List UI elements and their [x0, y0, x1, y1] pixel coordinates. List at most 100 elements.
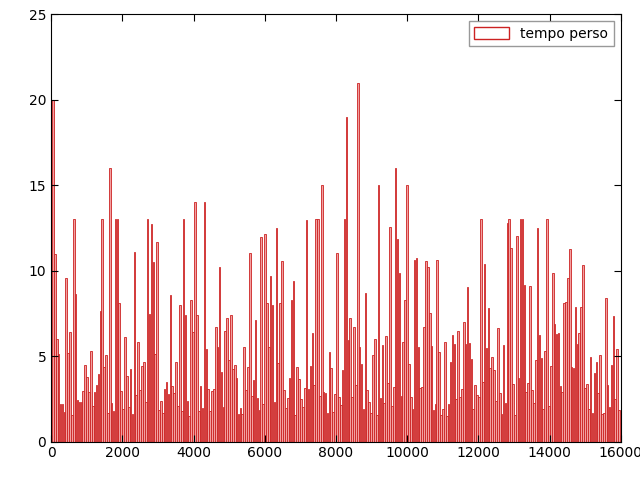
- Bar: [340, 405, 342, 442]
- Bar: [73, 219, 75, 442]
- Bar: [342, 370, 344, 442]
- Bar: [391, 406, 393, 442]
- Bar: [310, 366, 311, 442]
- Bar: [225, 331, 226, 442]
- Bar: [370, 413, 372, 442]
- Bar: [92, 406, 93, 442]
- Bar: [561, 392, 563, 442]
- Bar: [385, 336, 387, 442]
- Bar: [417, 348, 419, 442]
- Bar: [204, 203, 205, 442]
- Bar: [478, 397, 480, 442]
- Bar: [547, 219, 548, 442]
- Bar: [324, 393, 326, 442]
- Bar: [512, 384, 514, 442]
- Bar: [270, 276, 271, 442]
- Bar: [412, 409, 413, 442]
- Bar: [316, 219, 317, 442]
- Bar: [223, 407, 224, 442]
- Bar: [480, 219, 482, 442]
- Bar: [590, 357, 591, 442]
- Bar: [470, 359, 472, 442]
- Bar: [58, 354, 60, 442]
- Bar: [304, 388, 305, 442]
- Bar: [486, 348, 487, 442]
- Bar: [363, 409, 364, 442]
- Bar: [531, 390, 532, 442]
- Bar: [143, 362, 145, 442]
- Bar: [381, 345, 383, 442]
- Bar: [276, 228, 277, 442]
- Bar: [429, 312, 431, 442]
- Bar: [444, 342, 445, 442]
- Bar: [442, 408, 444, 442]
- Bar: [257, 398, 258, 442]
- Bar: [298, 379, 300, 442]
- Bar: [205, 349, 207, 442]
- Bar: [403, 342, 404, 442]
- Bar: [278, 363, 279, 442]
- Bar: [75, 294, 77, 442]
- Bar: [459, 397, 461, 442]
- Bar: [357, 83, 358, 442]
- Bar: [230, 315, 232, 442]
- Bar: [285, 408, 287, 442]
- Bar: [452, 336, 453, 442]
- Bar: [124, 337, 125, 442]
- Bar: [134, 252, 135, 442]
- Bar: [541, 358, 542, 442]
- Bar: [503, 345, 504, 442]
- Bar: [63, 412, 65, 442]
- Bar: [395, 168, 396, 442]
- Bar: [359, 348, 360, 442]
- Bar: [501, 414, 502, 442]
- Bar: [111, 403, 113, 442]
- Bar: [255, 320, 257, 442]
- Bar: [317, 219, 319, 442]
- Bar: [88, 393, 90, 442]
- Bar: [209, 411, 211, 442]
- Bar: [527, 383, 529, 442]
- Bar: [281, 261, 283, 442]
- Bar: [355, 384, 356, 442]
- Bar: [408, 364, 410, 442]
- Bar: [565, 302, 567, 442]
- Bar: [287, 398, 289, 442]
- Bar: [410, 397, 412, 442]
- Bar: [524, 285, 525, 442]
- Bar: [179, 305, 180, 442]
- Bar: [122, 409, 124, 442]
- Bar: [336, 252, 338, 442]
- Bar: [60, 404, 61, 442]
- Bar: [436, 260, 438, 442]
- Bar: [54, 253, 56, 442]
- Bar: [202, 408, 204, 442]
- Bar: [399, 273, 400, 442]
- Bar: [77, 400, 78, 442]
- Bar: [183, 219, 184, 442]
- Bar: [484, 264, 485, 442]
- Bar: [605, 298, 607, 442]
- Bar: [219, 267, 220, 442]
- Bar: [365, 293, 366, 442]
- Bar: [103, 367, 105, 442]
- Bar: [190, 300, 192, 442]
- Bar: [556, 335, 557, 442]
- Bar: [291, 300, 292, 442]
- Bar: [86, 377, 88, 442]
- Bar: [338, 397, 340, 442]
- Bar: [141, 366, 143, 442]
- Bar: [312, 333, 313, 442]
- Bar: [554, 324, 556, 442]
- Bar: [533, 403, 534, 442]
- Bar: [274, 402, 275, 442]
- Bar: [552, 273, 554, 442]
- Bar: [506, 223, 508, 442]
- Bar: [237, 414, 239, 442]
- Bar: [493, 370, 495, 442]
- Bar: [601, 414, 603, 442]
- Bar: [294, 416, 296, 442]
- Bar: [361, 363, 362, 442]
- Bar: [543, 409, 544, 442]
- Bar: [603, 413, 605, 442]
